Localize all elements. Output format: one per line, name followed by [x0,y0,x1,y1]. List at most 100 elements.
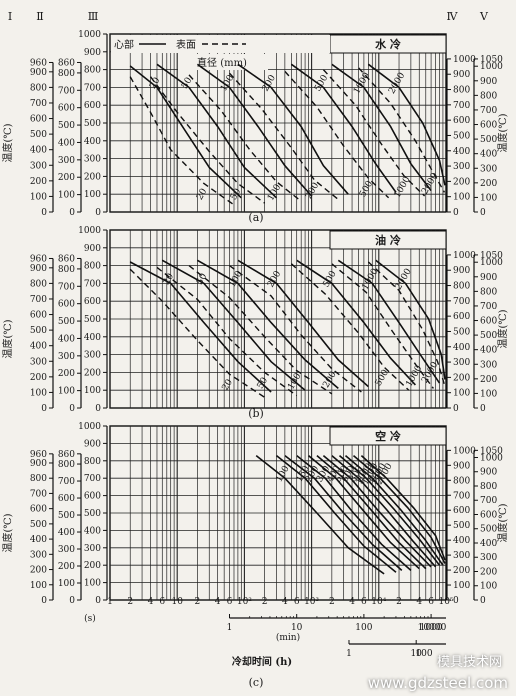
temp-tick-label: 300 [58,545,75,555]
curve-core-400 [307,454,420,570]
temp-tick-label: 400 [58,138,75,148]
cooling-mode-title: 水 冷 [375,37,401,51]
temp-tick-label: 860 [58,254,75,264]
temp-tick-label: 1000 [480,258,503,268]
temp-tick-label: 200 [480,179,497,189]
temp-tick-label: 0 [480,404,486,414]
curve-core-200 [237,259,369,388]
temp-tick-label: 800 [84,66,101,76]
temp-tick-label: 500 [84,119,101,129]
seconds-tick-label: 4 [416,597,422,607]
temp-tick-label: 700 [58,86,75,96]
temp-tick-label: 100 [58,387,75,397]
temp-tick-label: 100 [84,579,101,589]
temp-tick-label: 500 [58,317,75,327]
temp-tick-label: 600 [30,115,47,125]
minutes-tick-label: 100 [355,623,372,633]
temp-tick-label: 500 [84,315,101,325]
temp-tick-label: 400 [30,535,47,545]
curve-core-300 [296,454,412,571]
curve-surface-100 [188,265,333,395]
curve-core-100 [196,63,313,197]
temp-tick-label: 1050 [480,55,503,65]
temp-tick-label: 600 [58,104,75,114]
temp-tick-label: 500 [480,525,497,535]
minutes-tick-label: 10000 [418,623,447,633]
seconds-tick-label: 4 [148,597,154,607]
temp-tick-label: 300 [480,360,497,370]
panel-caption: (b) [248,407,264,420]
curve-surface-200 [228,72,339,201]
left-axis-label: 温度(℃) [1,123,14,162]
temp-tick-label: 900 [453,70,470,80]
temp-tick-label: 300 [84,155,101,165]
temp-tick-label: 800 [84,457,101,467]
temp-tick-label: 400 [84,526,101,536]
temp-tick-label: 0 [69,404,75,414]
temp-tick-label: 700 [480,496,497,506]
temp-tick-label: 900 [30,459,47,469]
temp-tick-label: 400 [30,342,47,352]
temp-tick-label: 860 [58,58,75,68]
temp-tick-label: 0 [95,596,101,606]
temp-tick-label: 200 [30,373,47,383]
temp-tick-label: 600 [30,311,47,321]
temp-tick-label: 400 [58,334,75,344]
temp-tick-label: 400 [480,150,497,160]
temp-tick-label: 100 [480,582,497,592]
temp-tick-label: 500 [453,131,470,141]
temp-tick-label: 200 [84,561,101,571]
seconds-unit: (s) [84,613,96,624]
temp-tick-label: 500 [30,326,47,336]
temp-tick-label: 300 [58,156,75,166]
axis-header-1: Ⅰ [8,10,12,23]
temp-tick-label: 400 [453,343,470,353]
temp-tick-label: 200 [480,375,497,385]
temp-tick-label: 900 [84,439,101,449]
temp-tick-label: 900 [84,48,101,58]
seconds-tick-label: 6 [227,597,233,607]
temp-tick-label: 700 [30,295,47,305]
temp-tick-label: 300 [480,553,497,563]
temp-tick-label: 700 [84,83,101,93]
temp-tick-label: 400 [453,147,470,157]
minutes-tick-label: 1000 [420,623,443,633]
curve-core-1000 [337,259,441,384]
temp-tick-label: 200 [30,177,47,187]
temp-tick-label: 400 [84,137,101,147]
temp-tick-label: 200 [58,369,75,379]
temp-tick-label: 700 [30,99,47,109]
seconds-tick-label: 4 [215,597,221,607]
minutes-tick-label: 1 [227,623,233,633]
seconds-tick-label: 10³ [304,597,319,607]
curve-core-50 [161,259,306,391]
temp-tick-label: 960 [30,450,47,460]
curve-core-100 [197,259,339,390]
curve-surface-500 [290,263,410,391]
temp-tick-label: 0 [69,596,75,606]
seconds-tick-label: 2 [262,597,268,607]
temp-tick-label: 0 [41,596,47,606]
seconds-tick-label: 6 [428,597,434,607]
temp-tick-label: 300 [84,351,101,361]
temp-tick-label: 500 [30,520,47,530]
temp-tick-label: 100 [30,388,47,398]
curve-core-2000 [367,63,446,186]
temp-tick-label: 500 [58,121,75,131]
curve-core-200 [284,454,403,571]
axis-header-4: Ⅳ [447,10,459,23]
legend-surface-label: 表面 [176,38,196,51]
temp-tick-label: 300 [30,357,47,367]
seconds-tick-label: 4 [349,597,355,607]
right-axis-label: 温度(℃) [496,503,509,542]
temp-tick-label: 1000 [453,251,476,261]
seconds-tick-label: 2 [396,597,402,607]
temp-tick-label: 900 [453,461,470,471]
panel-caption: (a) [248,211,263,224]
temp-tick-label: 200 [453,566,470,576]
temp-tick-label: 100 [58,579,75,589]
temp-tick-label: 200 [58,562,75,572]
temp-tick-label: 700 [58,477,75,487]
curve-surface-200 [229,265,362,393]
temp-tick-label: 800 [58,69,75,79]
